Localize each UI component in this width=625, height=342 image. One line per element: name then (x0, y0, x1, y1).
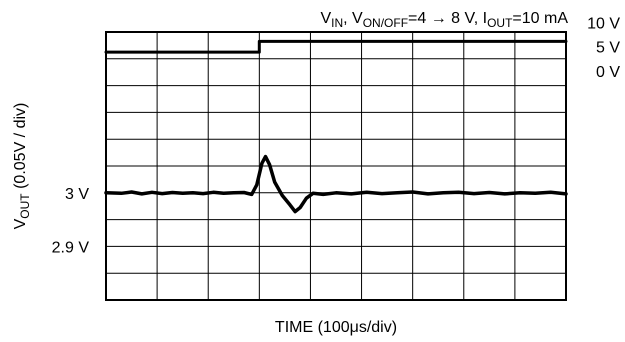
x-axis-label: TIME (100μs/div) (275, 319, 397, 336)
right-tick-label: 5 V (596, 40, 620, 57)
left-tick-label: 3 V (65, 186, 89, 203)
plot-frame (105, 31, 567, 301)
chart-traces (104, 39, 568, 214)
left-tick-label: 2.9 V (52, 239, 90, 256)
chart-title: VIN, VON/OFF=4 → 8 V, IOUT=10 mA (320, 10, 568, 30)
y-axis-label: VOUT (0.05V / div) (12, 103, 32, 230)
input-step-trace (104, 39, 568, 54)
output-voltage-trace (104, 154, 568, 214)
right-tick-labels: 10 V 5 V 0 V (587, 16, 620, 81)
chart-grid (106, 32, 566, 300)
left-tick-labels: 3 V 2.9 V (52, 186, 90, 257)
right-tick-label: 0 V (596, 64, 620, 81)
right-tick-label: 10 V (587, 16, 620, 33)
